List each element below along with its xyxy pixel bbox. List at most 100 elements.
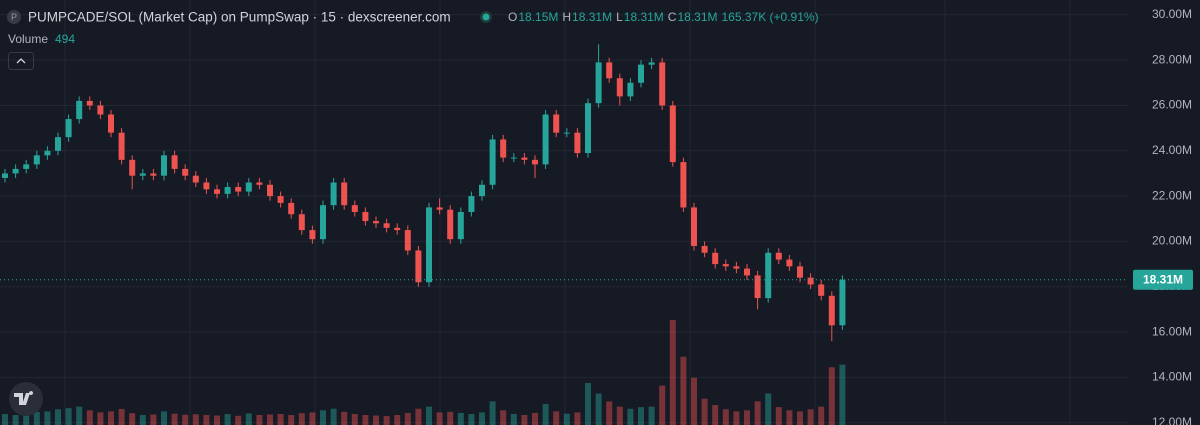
candle-body xyxy=(648,62,655,65)
volume-bar xyxy=(182,414,189,425)
volume-bar xyxy=(733,411,740,425)
volume-value: 494 xyxy=(55,32,75,46)
volume-bar xyxy=(807,409,814,425)
volume-bar xyxy=(839,364,846,425)
candle-body xyxy=(532,159,538,165)
volume-bar xyxy=(563,413,570,425)
collapse-caret xyxy=(16,58,26,64)
volume-bar xyxy=(330,408,337,425)
volume-bar xyxy=(23,413,30,425)
volume-bar xyxy=(320,410,326,425)
candle-body xyxy=(192,175,199,183)
volume-bar xyxy=(161,411,167,425)
candle-body xyxy=(44,150,51,156)
candle-body xyxy=(33,155,40,165)
candle-body xyxy=(150,173,157,176)
ohlc-value: 18.31M xyxy=(572,10,612,24)
volume-bar xyxy=(76,406,83,425)
volume-bar xyxy=(224,413,231,425)
volume-bar xyxy=(680,356,687,425)
candle-body xyxy=(447,209,454,240)
volume-bar xyxy=(351,413,358,425)
vertical-grid xyxy=(64,0,1071,425)
candle-body xyxy=(404,230,411,251)
volume-bar xyxy=(627,408,634,425)
volume-bar xyxy=(669,320,676,425)
ohlc-legend: O 18.15M H 18.31M L 18.31M C 18.31M 165.37K (+0.… xyxy=(508,10,819,24)
volume-bar xyxy=(362,415,369,425)
candle-body xyxy=(362,211,369,222)
candle-body xyxy=(638,64,644,83)
volume-bar xyxy=(373,415,379,425)
volume-bar xyxy=(457,412,464,425)
candle-body xyxy=(76,100,83,120)
candle-body xyxy=(797,266,803,278)
candle-body xyxy=(553,114,560,133)
volume-bar xyxy=(553,411,560,425)
y-tick-label: 28.00M xyxy=(1152,52,1192,66)
volume-bar xyxy=(86,410,93,425)
candle-body xyxy=(161,155,167,176)
candle-body xyxy=(129,159,136,176)
volume-bar xyxy=(383,416,390,425)
ohlc-key: O xyxy=(508,10,517,24)
candle-body xyxy=(744,268,750,276)
volume-bar xyxy=(775,407,782,425)
status-dot xyxy=(482,13,490,21)
candles xyxy=(2,44,846,342)
volume-bar xyxy=(521,415,528,425)
volume-label: Volume xyxy=(8,32,48,46)
y-tick-label: 16.00M xyxy=(1152,324,1192,338)
volume-bar xyxy=(394,415,401,425)
volume-bar xyxy=(510,413,517,425)
candle-body xyxy=(139,173,146,176)
candle-body xyxy=(182,168,189,176)
volume-bar xyxy=(468,413,475,425)
candle-body xyxy=(521,157,528,160)
volume-bar xyxy=(765,393,772,425)
candle-body xyxy=(383,223,390,228)
volume-bar xyxy=(415,408,422,425)
volume-bar xyxy=(426,406,432,425)
candle-body xyxy=(436,207,443,210)
volume-bar xyxy=(404,412,411,425)
price-change: 165.37K (+0.91%) xyxy=(722,10,819,24)
candle-body xyxy=(171,155,178,169)
candle-body xyxy=(574,132,581,154)
candle-body xyxy=(733,266,740,269)
candle-body xyxy=(701,245,708,253)
ohlc-key: L xyxy=(616,10,623,24)
volume-bar xyxy=(192,414,199,425)
candle-body xyxy=(277,196,284,203)
candle-body xyxy=(12,168,19,174)
volume-bar xyxy=(754,401,761,425)
volume-bar xyxy=(65,408,72,425)
volume-bar xyxy=(129,413,136,425)
volume-bar xyxy=(797,411,803,425)
volume-bar xyxy=(574,412,581,425)
candle-body xyxy=(65,119,72,138)
candle-body xyxy=(722,264,729,267)
y-tick-label: 26.00M xyxy=(1152,98,1192,112)
volume-bar xyxy=(447,411,454,425)
volume-bar xyxy=(2,413,8,425)
candle-body xyxy=(818,284,825,296)
candle-body xyxy=(118,132,125,160)
candle-body xyxy=(616,78,623,97)
volume-bar xyxy=(341,411,348,425)
candle-body xyxy=(55,137,61,151)
candle-body xyxy=(288,202,295,215)
candle-body xyxy=(489,139,496,185)
volume-bars xyxy=(2,320,846,425)
candle-body xyxy=(585,103,591,154)
last-price-tag xyxy=(1133,269,1193,290)
y-tick-label: 22.00M xyxy=(1152,188,1192,202)
volume-bar xyxy=(595,393,602,425)
axis-background xyxy=(1128,0,1200,425)
volume-bar xyxy=(532,412,538,425)
candle-body xyxy=(86,100,93,106)
candle-body xyxy=(839,279,846,326)
candle-body xyxy=(627,82,634,97)
collapse-button[interactable] xyxy=(8,52,34,70)
